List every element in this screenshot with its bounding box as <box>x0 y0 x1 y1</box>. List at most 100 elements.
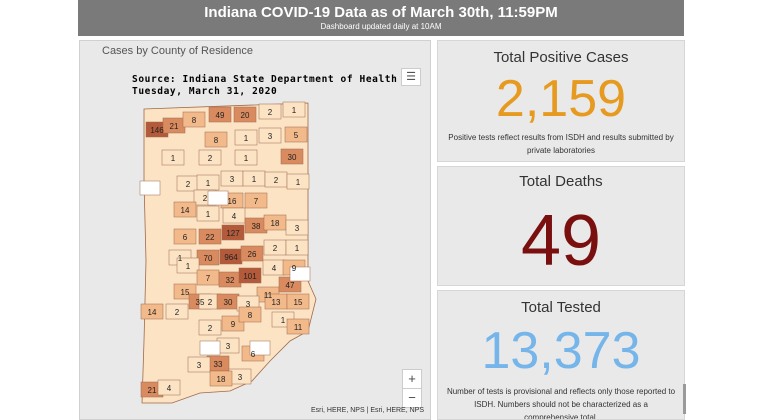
county-shape[interactable] <box>140 303 164 320</box>
county-case-label: 35 <box>196 298 205 307</box>
county-shape[interactable] <box>187 356 211 373</box>
county-shape-no-cases[interactable] <box>199 340 221 356</box>
county-shape-no-cases[interactable] <box>249 340 271 356</box>
county-shape[interactable] <box>286 293 310 310</box>
county-shape[interactable] <box>209 370 233 387</box>
county-case-label: 7 <box>206 274 211 283</box>
total-positive-value: 2,159 <box>495 70 627 128</box>
county-shape[interactable] <box>285 219 309 236</box>
county-case-label: 21 <box>148 386 157 395</box>
county-shape[interactable] <box>238 306 262 323</box>
county-shape[interactable] <box>161 149 185 166</box>
zoom-control[interactable]: + − <box>402 369 422 408</box>
map-panel-title: Cases by County of Residence <box>102 45 254 57</box>
county-shape[interactable] <box>258 103 282 120</box>
county-case-label: 2 <box>186 180 191 189</box>
county-case-label: 22 <box>206 233 215 242</box>
county-case-label: 1 <box>206 210 211 219</box>
county-shape[interactable] <box>165 303 189 320</box>
county-shape[interactable] <box>238 267 262 284</box>
county-case-label: 15 <box>294 298 303 307</box>
county-case-label: 26 <box>248 250 257 259</box>
county-case-label: 1 <box>186 262 191 271</box>
total-positive-title: Total Positive Cases <box>493 49 629 66</box>
county-map-panel[interactable]: 146 21 8 49 20 2 1 1 8 1 3 5 2 1 30 2 1 3 1 2 1 2 16 7 14 1 4 38 18 3… <box>79 40 431 420</box>
county-shape[interactable] <box>221 224 245 241</box>
county-case-label: 6 <box>183 233 188 242</box>
county-shape[interactable] <box>240 245 264 262</box>
county-shape[interactable] <box>234 129 258 146</box>
county-case-label: 70 <box>204 254 213 263</box>
county-case-label: 5 <box>294 131 299 140</box>
county-shape[interactable] <box>258 127 282 144</box>
county-case-label: 3 <box>246 300 251 309</box>
county-case-label: 21 <box>170 122 179 131</box>
county-case-label: 8 <box>248 311 253 320</box>
total-tested-card: Total Tested 13,373 Number of tests is p… <box>437 290 685 420</box>
county-shape[interactable] <box>173 201 197 218</box>
county-shape[interactable] <box>286 318 310 335</box>
county-shape[interactable] <box>176 257 200 274</box>
county-shape[interactable] <box>244 192 268 209</box>
total-tested-title: Total Tested <box>521 299 601 316</box>
scrollbar-thumb[interactable] <box>683 384 686 414</box>
county-case-label: 2 <box>273 244 278 253</box>
county-shape[interactable] <box>286 173 310 190</box>
county-shape[interactable] <box>198 228 222 245</box>
county-case-label: 2 <box>203 194 208 203</box>
total-positive-card: Total Positive Cases 2,159 Positive test… <box>437 40 685 162</box>
county-shape[interactable] <box>221 315 245 332</box>
county-case-label: 1 <box>281 316 286 325</box>
county-shape[interactable] <box>182 111 206 128</box>
county-case-label: 18 <box>217 375 226 384</box>
county-shape[interactable] <box>173 228 197 245</box>
county-case-label: 1 <box>295 244 300 253</box>
county-case-label: 3 <box>226 342 231 351</box>
county-case-label: 4 <box>272 264 277 273</box>
list-icon: ☰ <box>406 71 416 83</box>
county-case-label: 13 <box>272 298 281 307</box>
county-case-label: 3 <box>295 224 300 233</box>
county-shape[interactable] <box>233 106 257 123</box>
county-shape[interactable] <box>234 149 258 166</box>
county-case-label: 2 <box>268 108 273 117</box>
county-case-label: 8 <box>214 136 219 145</box>
county-shape[interactable] <box>157 379 181 396</box>
county-shape[interactable] <box>198 319 222 336</box>
county-shape-no-cases[interactable] <box>139 180 161 196</box>
county-shape[interactable] <box>282 101 306 118</box>
county-case-label: 38 <box>252 222 261 231</box>
county-case-label: 146 <box>150 126 164 135</box>
county-case-label: 49 <box>216 111 225 120</box>
county-case-label: 16 <box>228 197 237 206</box>
county-shape[interactable] <box>222 207 246 224</box>
county-shape[interactable] <box>284 126 308 143</box>
county-case-label: 1 <box>178 254 183 263</box>
total-deaths-value: 49 <box>520 201 602 281</box>
county-shape[interactable] <box>280 148 304 165</box>
county-shape[interactable] <box>285 239 309 256</box>
map-attribution: Esri, HERE, NPS | Esri, HERE, NPS <box>310 407 424 414</box>
county-case-label: 3 <box>197 361 202 370</box>
county-case-label: 1 <box>292 106 297 115</box>
county-case-label: 3 <box>230 175 235 184</box>
dashboard-header: Indiana COVID-19 Data as of March 30th, … <box>78 0 684 36</box>
county-shape[interactable] <box>196 249 220 266</box>
county-case-label: 8 <box>192 116 197 125</box>
legend-button[interactable]: ☰ <box>401 68 421 86</box>
county-case-label: 14 <box>181 206 190 215</box>
county-shape[interactable] <box>198 149 222 166</box>
dashboard-update-note: Dashboard updated daily at 10AM <box>320 22 442 31</box>
county-shape[interactable] <box>204 131 228 148</box>
dashboard-title: Indiana COVID-19 Data as of March 30th, … <box>204 4 558 21</box>
county-shape[interactable] <box>196 205 220 222</box>
zoom-in-button[interactable]: + <box>408 371 416 386</box>
county-case-label: 1 <box>296 178 301 187</box>
total-deaths-title: Total Deaths <box>519 173 603 190</box>
county-shape-no-cases[interactable] <box>289 266 311 282</box>
county-shape[interactable] <box>208 106 232 123</box>
county-case-label: 30 <box>288 153 297 162</box>
zoom-out-button[interactable]: − <box>403 388 421 407</box>
county-shape-no-cases[interactable] <box>207 190 229 206</box>
